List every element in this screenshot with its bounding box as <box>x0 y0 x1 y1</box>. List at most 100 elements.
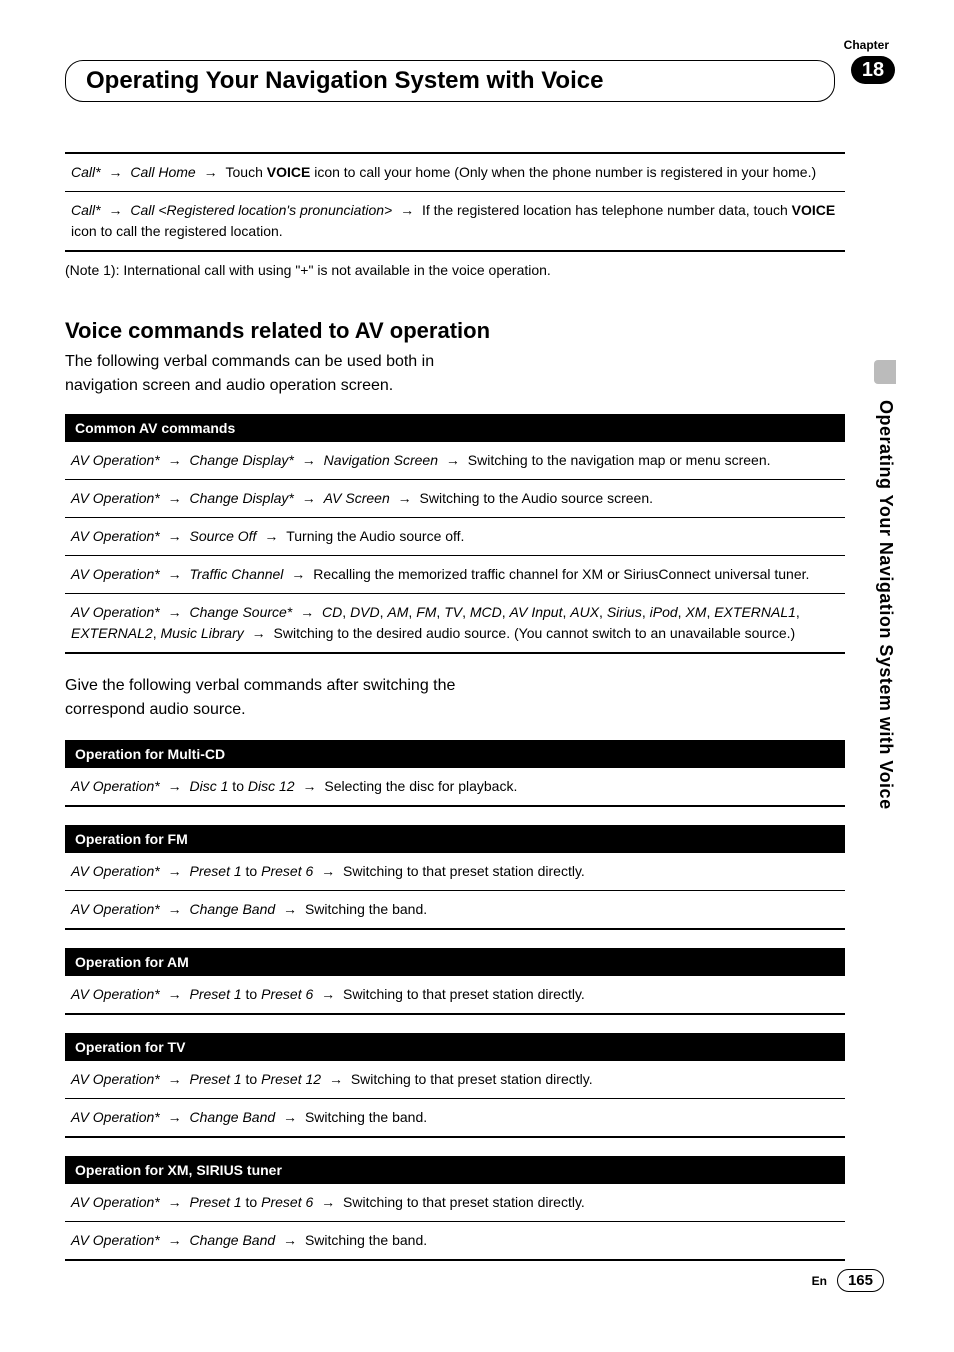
arrow-icon: → <box>164 604 186 620</box>
side-vertical-title: Operating Your Navigation System with Vo… <box>875 400 896 810</box>
text-fragment: Recalling the memorized traffic channel … <box>313 566 809 582</box>
command-row: Call* → Call Home → Touch VOICE icon to … <box>65 154 845 191</box>
side-tab <box>874 360 896 384</box>
text-fragment: Traffic Channel <box>190 566 284 582</box>
footer-lang: En <box>812 1274 827 1288</box>
page: Chapter 18 Operating Your Navigation Sys… <box>0 0 954 1352</box>
text-fragment: If the registered location has telephone… <box>422 202 792 218</box>
footer: En 165 <box>812 1269 884 1292</box>
arrow-icon: → <box>164 986 186 1002</box>
chapter-number-badge: 18 <box>851 56 895 84</box>
text-fragment: to <box>242 1071 261 1087</box>
text-fragment: Call Home <box>130 164 195 180</box>
text-fragment: EXTERNAL1 <box>714 604 796 620</box>
text-fragment: AV Input <box>510 604 563 620</box>
command-row: AV Operation* → Traffic Channel → Recall… <box>65 556 845 593</box>
text-fragment: AV Operation* <box>71 528 160 544</box>
text-fragment: Switching to that preset station directl… <box>351 1071 593 1087</box>
arrow-icon: → <box>105 202 127 218</box>
text-fragment: to <box>242 1194 261 1210</box>
arrow-icon: → <box>317 1194 339 1210</box>
page-title: Operating Your Navigation System with Vo… <box>86 67 814 95</box>
text-fragment: Change Display* <box>190 452 294 468</box>
arrow-icon: → <box>394 490 416 506</box>
arrow-icon: → <box>260 528 282 544</box>
text-fragment: Source Off <box>190 528 257 544</box>
arrow-icon: → <box>164 528 186 544</box>
block-header: Operation for AM <box>65 948 845 976</box>
text-fragment: VOICE <box>792 202 836 218</box>
text-fragment: Switching to that preset station directl… <box>343 1194 585 1210</box>
operation-block: Operation for Multi-CDAV Operation* → Di… <box>65 740 845 807</box>
arrow-icon: → <box>298 452 320 468</box>
divider <box>65 1259 845 1261</box>
text-fragment: Preset 1 <box>190 1194 242 1210</box>
text-fragment: Call <Registered location's pronunciatio… <box>130 202 392 218</box>
operation-blocks: Operation for Multi-CDAV Operation* → Di… <box>65 740 845 1261</box>
text-fragment: Preset 6 <box>261 1194 313 1210</box>
text-fragment: Switching the band. <box>305 1109 427 1125</box>
note-text: (Note 1): International call with using … <box>65 252 845 278</box>
text-fragment: Change Band <box>190 1109 276 1125</box>
text-fragment: VOICE <box>267 164 311 180</box>
operation-block: Operation for TVAV Operation* → Preset 1… <box>65 1033 845 1138</box>
divider <box>65 1013 845 1015</box>
block-header: Operation for FM <box>65 825 845 853</box>
operation-block: Operation for XM, SIRIUS tuner AV Operati… <box>65 1156 845 1261</box>
arrow-icon: → <box>279 1232 301 1248</box>
command-row: AV Operation* → Change Source* → CD, DVD… <box>65 594 845 652</box>
text-fragment: , <box>502 604 510 620</box>
text-fragment: Selecting the disc for playback. <box>324 778 517 794</box>
text-fragment: Preset 1 <box>190 986 242 1002</box>
text-fragment: EXTERNAL2 <box>71 625 153 641</box>
page-number: 165 <box>837 1269 884 1292</box>
text-fragment: Disc 12 <box>248 778 295 794</box>
text-fragment: Change Display* <box>190 490 294 506</box>
text-fragment: TV <box>444 604 462 620</box>
arrow-icon: → <box>317 986 339 1002</box>
text-fragment: AV Operation* <box>71 1232 160 1248</box>
text-fragment: AV Operation* <box>71 778 160 794</box>
text-fragment: Change Band <box>190 901 276 917</box>
arrow-icon: → <box>164 1232 186 1248</box>
section-intro: The following verbal commands can be use… <box>65 350 485 398</box>
text-fragment: AV Operation* <box>71 986 160 1002</box>
text-fragment: Touch <box>226 164 267 180</box>
text-fragment: Preset 6 <box>261 863 313 879</box>
text-fragment: Preset 1 <box>190 1071 242 1087</box>
block-header: Operation for XM, SIRIUS tuner <box>65 1156 845 1184</box>
text-fragment: Preset 1 <box>190 863 242 879</box>
common-commands-block: Common AV commands AV Operation* → Chang… <box>65 414 845 654</box>
divider <box>65 805 845 807</box>
divider <box>65 928 845 930</box>
text-fragment: AV Operation* <box>71 452 160 468</box>
text-fragment: AM <box>387 604 408 620</box>
text-fragment: Switching to that preset station directl… <box>343 986 585 1002</box>
arrow-icon: → <box>164 1071 186 1087</box>
text-fragment: Navigation Screen <box>324 452 438 468</box>
text-fragment: Preset 6 <box>261 986 313 1002</box>
text-fragment: AV Operation* <box>71 901 160 917</box>
command-row: AV Operation* → Change Display* → Naviga… <box>65 442 845 479</box>
text-fragment: AV Operation* <box>71 1109 160 1125</box>
text-fragment: MCD <box>470 604 502 620</box>
operation-block: Operation for FM AV Operation* → Preset 1… <box>65 825 845 930</box>
arrow-icon: → <box>317 863 339 879</box>
arrow-icon: → <box>248 625 270 641</box>
text-fragment: DVD <box>350 604 380 620</box>
mid-paragraph: Give the following verbal commands after… <box>65 674 485 722</box>
text-fragment: to <box>228 778 247 794</box>
command-row: AV Operation* → Change Display* → AV Scr… <box>65 480 845 517</box>
text-fragment: , <box>462 604 470 620</box>
command-row: AV Operation* → Source Off → Turning the… <box>65 518 845 555</box>
arrow-icon: → <box>164 1194 186 1210</box>
arrow-icon: → <box>164 1109 186 1125</box>
text-fragment: Switching to that preset station directl… <box>343 863 585 879</box>
arrow-icon: → <box>287 566 309 582</box>
arrow-icon: → <box>164 452 186 468</box>
text-fragment: Music Library <box>160 625 243 641</box>
arrow-icon: → <box>442 452 464 468</box>
arrow-icon: → <box>279 1109 301 1125</box>
arrow-icon: → <box>200 164 222 180</box>
text-fragment: iPod <box>650 604 678 620</box>
